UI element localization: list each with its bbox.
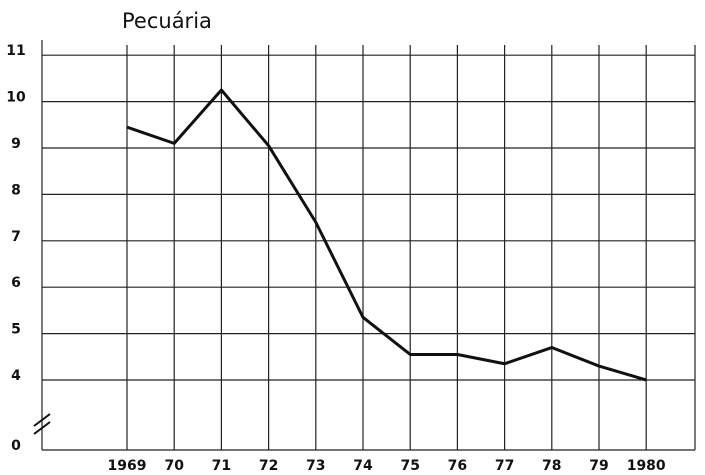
x-tick-label: 73	[306, 458, 325, 474]
x-tick-label: 72	[259, 458, 278, 474]
x-tick-label: 75	[400, 458, 419, 474]
x-tick-label: 74	[353, 458, 373, 474]
x-tick-label: 76	[448, 458, 467, 474]
y-tick-label: 10	[6, 90, 26, 106]
x-tick-label: 78	[542, 458, 561, 474]
chart-title: Pecuária	[122, 9, 212, 33]
axis-break	[33, 413, 51, 427]
x-tick-label: 1980	[627, 458, 666, 474]
axis-break	[33, 421, 51, 435]
y-tick-label: 9	[11, 136, 21, 152]
data-line	[126, 88, 647, 382]
y-tick-label: 4	[11, 368, 21, 384]
y-tick-label: 11	[6, 43, 25, 59]
y-tick-label: 0	[11, 438, 21, 454]
x-tick-label: 79	[589, 458, 608, 474]
y-tick-label: 5	[11, 322, 21, 338]
x-tick-label: 71	[212, 458, 231, 474]
y-tick-label: 6	[11, 275, 21, 291]
y-tick-label: 8	[11, 182, 21, 198]
y-tick-label: 7	[11, 229, 21, 245]
x-tick-label: 77	[495, 458, 514, 474]
x-tick-label: 70	[164, 458, 184, 474]
x-tick-label: 1969	[108, 458, 147, 474]
